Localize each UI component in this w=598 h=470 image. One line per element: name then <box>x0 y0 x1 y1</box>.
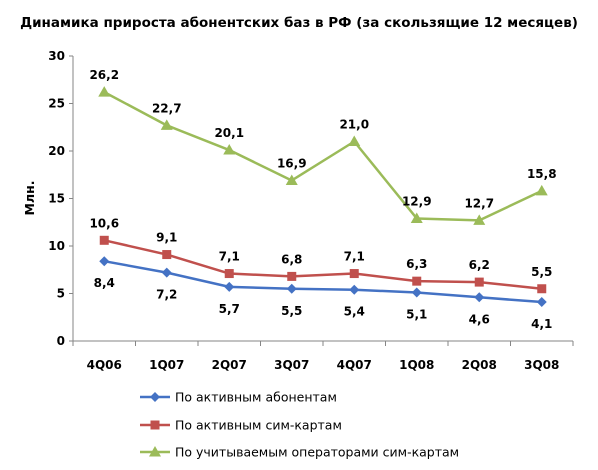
data-point <box>412 276 422 286</box>
y-tick-label: 25 <box>48 97 65 111</box>
data-point <box>473 214 486 225</box>
data-point <box>98 86 111 97</box>
data-label: 7,1 <box>344 250 365 264</box>
data-label: 5,5 <box>531 265 552 279</box>
data-label: 7,1 <box>219 250 240 264</box>
data-label: 21,0 <box>339 118 369 132</box>
y-tick-label: 15 <box>48 192 65 206</box>
legend-item: По активным сим-картам <box>140 418 342 433</box>
data-point <box>287 271 297 281</box>
legend-item: По учитываемым операторами сим-картам <box>140 445 459 460</box>
data-point <box>537 284 547 294</box>
data-point <box>286 283 297 294</box>
data-label: 4,6 <box>469 312 490 326</box>
y-axis-label: Млн. <box>22 181 37 216</box>
data-point <box>99 235 109 245</box>
series-square: 10,6 9,1 7,1 6,8 7,1 6,3 6,2 5,5 <box>89 216 552 294</box>
y-tick-label: 10 <box>48 239 65 253</box>
data-point <box>411 287 422 298</box>
data-point <box>349 269 359 279</box>
data-label: 5,4 <box>344 305 365 319</box>
y-tick-label: 20 <box>48 144 65 158</box>
y-tick-label: 5 <box>57 287 65 301</box>
data-label: 16,9 <box>277 156 307 170</box>
chart-title: Динамика прироста абонентских баз в РФ (… <box>20 15 578 31</box>
data-point <box>535 184 548 196</box>
data-point <box>410 212 423 223</box>
data-point <box>99 256 110 267</box>
data-point <box>474 292 485 303</box>
data-label: 7,2 <box>156 288 177 302</box>
x-tick-label: 1Q07 <box>149 358 184 372</box>
data-point <box>348 135 361 146</box>
data-label: 5,1 <box>406 308 427 322</box>
series-line <box>103 239 542 290</box>
data-point <box>349 284 360 295</box>
data-label: 20,1 <box>214 126 244 140</box>
data-point <box>161 267 172 278</box>
data-label: 12,9 <box>402 194 432 208</box>
data-label: 22,7 <box>152 101 182 115</box>
y-axis-ticks: 0 5 10 15 20 25 30 <box>48 49 73 348</box>
legend-label: По активным сим-картам <box>175 418 342 433</box>
data-label: 5,7 <box>219 302 240 316</box>
series-line <box>103 90 543 222</box>
legend-marker <box>150 392 160 402</box>
x-tick-label: 4Q06 <box>87 358 122 372</box>
legend-item: По активным абонентам <box>140 390 337 405</box>
x-tick-label: 2Q07 <box>212 358 247 372</box>
legend: По активным абонентам По активным сим-кар… <box>140 390 459 460</box>
data-label: 15,8 <box>527 167 557 181</box>
series-layer: 8,4 7,2 5,7 5,5 5,4 5,1 4,6 4,1 10,6 9,1 7,1 6,8 7,1… <box>89 68 556 331</box>
legend-label: По активным абонентам <box>175 390 337 405</box>
data-point <box>285 174 298 185</box>
y-tick-label: 30 <box>48 49 65 63</box>
data-label: 12,7 <box>464 196 494 210</box>
x-tick-label: 3Q07 <box>274 358 309 372</box>
legend-marker <box>150 420 160 430</box>
data-point <box>474 277 484 287</box>
data-label: 8,4 <box>94 276 115 290</box>
x-tick-label: 4Q07 <box>337 358 372 372</box>
data-label: 26,2 <box>89 68 119 82</box>
x-tick-label: 1Q08 <box>399 358 434 372</box>
x-axis-ticks: 4Q06 1Q07 2Q07 3Q07 4Q07 1Q08 2Q08 3Q08 <box>72 341 574 372</box>
legend-label: По учитываемым операторами сим-картам <box>175 445 459 460</box>
series-line <box>104 259 542 304</box>
data-point <box>160 119 173 130</box>
data-label: 9,1 <box>156 231 177 245</box>
series-diamond: 8,4 7,2 5,7 5,5 5,4 5,1 4,6 4,1 <box>94 256 552 331</box>
series-triangle: 26,2 22,7 20,1 16,9 21,0 12,9 12,7 15,8 <box>89 68 557 225</box>
legend-marker <box>149 446 161 457</box>
data-point <box>223 144 236 155</box>
data-label: 4,1 <box>531 317 552 331</box>
x-tick-label: 3Q08 <box>524 358 559 372</box>
x-tick-label: 2Q08 <box>462 358 497 372</box>
data-point <box>224 269 234 279</box>
data-label: 10,6 <box>89 216 119 230</box>
data-point <box>162 250 172 260</box>
data-label: 6,2 <box>469 258 490 272</box>
y-tick-label: 0 <box>57 334 65 348</box>
data-label: 6,8 <box>281 252 302 266</box>
data-label: 6,3 <box>406 257 427 271</box>
data-label: 5,5 <box>281 304 302 318</box>
data-point <box>224 281 235 292</box>
data-point <box>536 297 547 308</box>
